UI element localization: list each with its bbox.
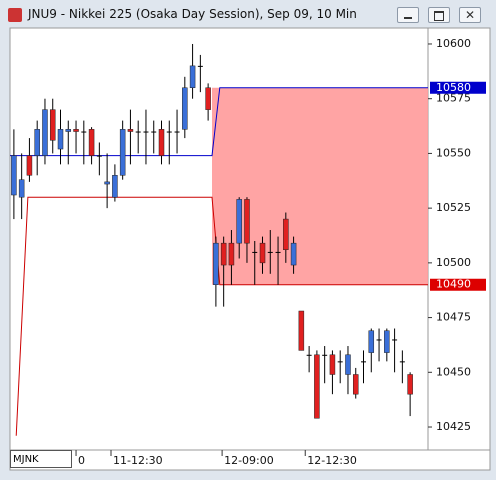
candle-body [151, 131, 157, 133]
candle-body [298, 310, 305, 351]
y-tick-label: 10500 [436, 256, 471, 269]
candle-body [57, 129, 64, 150]
candle-body [49, 109, 56, 141]
candle-body [306, 354, 312, 356]
candle-body [275, 251, 281, 253]
candle-body [112, 175, 118, 198]
candle-body [361, 361, 367, 363]
price-label-box [430, 81, 486, 94]
price-label: 10490 [436, 278, 471, 291]
candle-body [376, 339, 382, 341]
candle-body [384, 330, 390, 353]
candle-body [11, 155, 17, 196]
maximize-button[interactable] [428, 7, 450, 23]
minimize-button[interactable] [397, 7, 419, 23]
candle-body [252, 251, 258, 253]
x-tick-label: 12-09:00 [224, 454, 274, 467]
candle-body [267, 251, 273, 253]
candle-body [399, 361, 405, 363]
candle-body [213, 242, 219, 285]
candle-body [65, 129, 72, 132]
candle-body [42, 109, 48, 156]
y-tick-label: 10525 [436, 201, 471, 214]
candle-body [34, 129, 40, 156]
window-title: JNU9 - Nikkei 225 (Osaka Day Session), S… [28, 7, 357, 21]
candle-body [283, 218, 289, 250]
y-tick-label: 10425 [436, 420, 471, 433]
candle-body [259, 242, 266, 264]
y-tick-label: 10550 [436, 146, 471, 159]
candle-body [166, 131, 172, 133]
candle-body [73, 129, 79, 132]
candle-body [88, 129, 95, 156]
close-button[interactable]: ✕ [459, 7, 481, 23]
indicator-line [15, 196, 428, 436]
candle-body [189, 65, 196, 89]
candle-body [96, 155, 102, 157]
candle-body [322, 354, 328, 356]
candle-body [368, 330, 375, 353]
candle-body [352, 374, 359, 395]
app-icon [8, 8, 22, 22]
x-tick-label: 12-12:30 [307, 454, 357, 467]
candle-body [182, 87, 188, 130]
candle-body [290, 242, 297, 266]
candle-body [244, 199, 250, 244]
candle-body [197, 65, 203, 67]
y-tick-label: 10600 [436, 37, 471, 50]
candle-body [119, 129, 126, 176]
candle-body [345, 354, 351, 375]
indicator-line [10, 87, 428, 157]
candle-body [81, 131, 87, 133]
candle-body [18, 179, 25, 198]
candle-body [392, 339, 398, 341]
x-tick-label: 11-12:30 [113, 454, 163, 467]
candle-body [228, 242, 235, 266]
candle-body [236, 199, 242, 244]
shaded-zone [212, 87, 428, 285]
symbol-input[interactable]: MJNK [10, 450, 72, 468]
candle-body [205, 87, 211, 110]
candle-body [174, 131, 180, 133]
y-tick-label: 10575 [436, 92, 471, 105]
candle-body [127, 129, 134, 132]
y-tick-label: 10450 [436, 365, 471, 378]
candle-body [135, 131, 141, 133]
price-label-box [430, 278, 486, 291]
candle-body [143, 131, 149, 133]
candle-body [329, 354, 336, 375]
x-tick-label: 0 [78, 454, 85, 467]
candle-body [407, 374, 413, 395]
y-tick-label: 10475 [436, 311, 471, 324]
candle-body [314, 354, 320, 419]
candle-body [337, 361, 343, 363]
price-label: 10580 [436, 81, 471, 94]
candle-body [220, 242, 227, 266]
candle-body [26, 155, 33, 176]
candle-body [158, 129, 165, 156]
candle-body [104, 181, 110, 185]
